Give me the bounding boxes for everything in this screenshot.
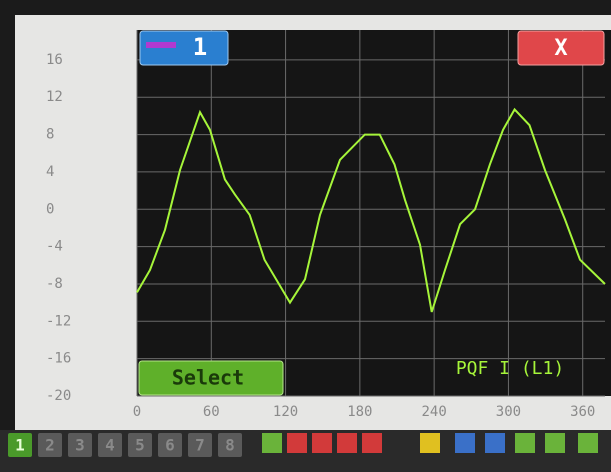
select-label: Select xyxy=(172,366,244,390)
channel-button[interactable]: 1 xyxy=(140,31,228,65)
page-button[interactable]: 5 xyxy=(135,436,145,455)
y-tick-label: 4 xyxy=(46,164,54,180)
icon[interactable] xyxy=(337,433,357,453)
plot-area xyxy=(137,30,611,396)
y-tick-label: -20 xyxy=(46,388,71,404)
x-tick-label: 180 xyxy=(347,404,372,420)
y-tick-label: -12 xyxy=(46,313,71,329)
x-tick-label: 300 xyxy=(496,404,521,420)
page-button[interactable]: 1 xyxy=(15,436,25,455)
y-tick-label: 8 xyxy=(46,127,54,143)
select-button[interactable]: Select xyxy=(139,361,283,395)
page-button[interactable]: 6 xyxy=(165,436,175,455)
channel-label: 1 xyxy=(193,33,207,61)
y-tick-label: -4 xyxy=(46,239,63,255)
close-label: X xyxy=(554,36,567,61)
x-tick-label: 240 xyxy=(421,404,446,420)
page: 1 X Select PQF I (L1) 12345678 1612840-4… xyxy=(0,0,611,472)
icon[interactable] xyxy=(578,433,598,453)
y-tick-label: 16 xyxy=(46,52,63,68)
icon[interactable] xyxy=(312,433,332,453)
icon[interactable] xyxy=(455,433,475,453)
x-tick-label: 0 xyxy=(133,404,141,420)
x-tick-label: 60 xyxy=(203,404,220,420)
icon[interactable] xyxy=(545,433,565,453)
close-button[interactable]: X xyxy=(518,31,604,65)
x-tick-label: 360 xyxy=(570,404,595,420)
icon[interactable] xyxy=(362,433,382,453)
icon[interactable] xyxy=(420,433,440,453)
page-button[interactable]: 7 xyxy=(195,436,205,455)
icon[interactable] xyxy=(515,433,535,453)
page-button[interactable]: 8 xyxy=(225,436,235,455)
page-button[interactable]: 2 xyxy=(45,436,55,455)
y-tick-label: 12 xyxy=(46,89,63,105)
x-tick-label: 120 xyxy=(273,404,298,420)
y-tick-label: -8 xyxy=(46,276,63,292)
channel-icon xyxy=(146,42,176,48)
page-button[interactable]: 4 xyxy=(105,436,115,455)
chart-title: PQF I (L1) xyxy=(456,358,564,379)
device-screen: 1 X Select PQF I (L1) 12345678 1612840-4… xyxy=(0,0,611,472)
y-tick-label: 0 xyxy=(46,201,54,217)
icon[interactable] xyxy=(287,433,307,453)
page-button[interactable]: 3 xyxy=(75,436,85,455)
y-tick-label: -16 xyxy=(46,351,71,367)
toolbar-icons xyxy=(262,433,598,453)
icon[interactable] xyxy=(262,433,282,453)
icon[interactable] xyxy=(485,433,505,453)
